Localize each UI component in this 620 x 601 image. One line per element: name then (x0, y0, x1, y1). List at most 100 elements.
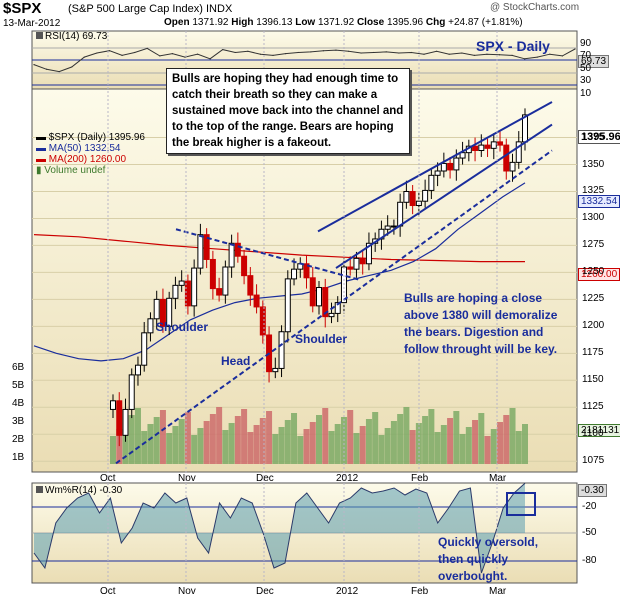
volume-bar (397, 414, 404, 464)
right-shoulder-label: Shoulder (295, 332, 348, 346)
legend-volume: ▮ Volume undef (36, 165, 106, 176)
volume-tick-label: 2B (12, 434, 25, 445)
x-tick-label-price: Nov (178, 473, 196, 484)
support-trendline (115, 149, 553, 465)
volume-bar (347, 410, 354, 464)
volume-bar (247, 432, 254, 464)
close-label: Close (356, 17, 385, 28)
candle-body (147, 318, 154, 334)
candle-body (322, 287, 329, 318)
chg-label: Chg (425, 17, 446, 28)
price-tick-label: 1100 (582, 428, 604, 440)
volume-bar (440, 425, 447, 464)
trendlines (115, 101, 553, 465)
x-tick-label-wr: Feb (411, 586, 429, 597)
rsi-point (310, 51, 312, 53)
candle-body (309, 277, 316, 307)
volume-bar (197, 428, 204, 464)
volume-bar (259, 418, 266, 464)
price-tick-label: 1200 (582, 320, 605, 332)
legend-ma200-text: MA(200) 1260.00 (48, 154, 127, 165)
rsi-point (297, 51, 299, 54)
x-tick-label-price: 2012 (336, 473, 359, 484)
rsi-point (398, 52, 400, 54)
volume-bar (110, 436, 116, 464)
rsi-current-label: 69.73 (578, 55, 610, 68)
rsi-point (71, 66, 73, 68)
wr-current-label: -0.30 (578, 484, 607, 497)
candle-body (303, 263, 310, 279)
volume-bar (409, 430, 416, 464)
volume-bar (147, 424, 154, 464)
price-tick-label: 1325 (582, 185, 605, 197)
volume-bar (209, 414, 216, 464)
volume-bar (141, 431, 148, 464)
volume-bar (128, 415, 135, 464)
candle-body (209, 258, 216, 290)
x-tick-label-price: Oct (100, 473, 116, 484)
ma200-curve (33, 234, 525, 263)
candle-body (141, 332, 148, 366)
last-price-tag: 1395.96 (578, 130, 620, 144)
candle-body (191, 267, 198, 307)
candle-body (184, 280, 191, 307)
x-tick-label-wr: Mar (489, 586, 507, 597)
price-tick-label: 1275 (582, 239, 605, 251)
rsi-legend-swatch (36, 32, 43, 39)
candle-body (403, 190, 410, 203)
volume-bar (228, 423, 235, 464)
wr-level-label: -50 (582, 527, 597, 538)
x-tick-label-price: Dec (256, 473, 274, 484)
note-top: Bulls are hoping they had enough time to… (166, 68, 410, 154)
volume-bar (309, 422, 316, 464)
chart-period-title: SPX - Daily (476, 38, 550, 54)
rsi-point (549, 53, 551, 55)
candle-body (116, 400, 123, 436)
candle-body (334, 302, 341, 314)
rsi-point (347, 50, 350, 52)
rsi-point (448, 53, 450, 55)
volume-bar (278, 427, 285, 464)
candle-body (197, 234, 204, 269)
rsi-point (461, 52, 463, 54)
volume-bar (322, 408, 329, 464)
rsi-point (222, 48, 224, 51)
wr-legend-swatch (36, 486, 43, 493)
volume-bar (503, 415, 510, 464)
candle-body (159, 298, 166, 327)
candle-body (178, 280, 185, 286)
volume-bar (422, 416, 429, 464)
price-tick-label: 1250 (582, 266, 605, 278)
volume-bar (153, 417, 160, 464)
volume-bar (284, 420, 291, 464)
rsi-point (511, 54, 513, 56)
volume-bar (478, 413, 485, 464)
price-tick-label: 1375 (582, 131, 605, 143)
legend-price: ▬ $SPX (Daily) 1395.96 (36, 132, 145, 143)
volume-bar (497, 422, 504, 464)
candle-body (353, 257, 360, 270)
volume-bar (459, 434, 466, 464)
rsi-point (498, 54, 501, 56)
source-credit: @ StockCharts.com (490, 2, 580, 13)
candle-body (434, 170, 441, 176)
rsi-level-label: 10 (580, 88, 592, 99)
volume-bar (384, 428, 391, 464)
volume-bar (328, 431, 335, 464)
candle-body (122, 408, 129, 436)
ticker-name: (S&P 500 Large Cap Index) INDX (68, 3, 233, 15)
volume-bar (303, 429, 310, 464)
rsi-level-label: 30 (580, 75, 592, 86)
rsi-point (436, 50, 438, 52)
volume-bar (484, 436, 491, 464)
rsi-point (373, 51, 375, 54)
volume-bar (453, 411, 460, 464)
x-tick-label-wr: 2012 (336, 586, 359, 597)
ma50-curve (33, 182, 526, 362)
x-tick-label-wr: Oct (100, 586, 116, 597)
volume-bar (216, 407, 223, 464)
rsi-point (159, 55, 161, 57)
candle-body (472, 145, 479, 151)
volume-bar (515, 431, 522, 464)
